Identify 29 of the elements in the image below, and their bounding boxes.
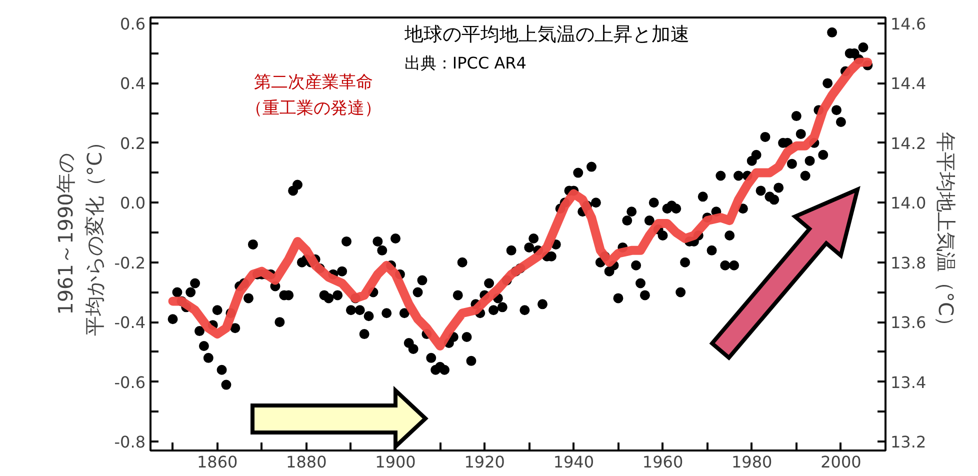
x-tick-label: 2000 [820,452,862,472]
y-tick-label: 0.4 [120,74,146,94]
y-tick-label: -0.6 [114,372,146,392]
y-tick-label: -0.2 [114,253,146,272]
x-tick-label: 1900 [375,452,416,472]
y2-tick-label: 14.0 [890,194,926,213]
y-tick-label: 0.0 [120,194,146,213]
x-tick-label: 1960 [642,452,684,472]
y2-axis-title: 年平均地上気温（°C） [934,132,958,336]
x-tick-label: 1920 [464,452,505,472]
x-tick-label: 1940 [553,452,594,472]
y-tick-label: 0.6 [120,14,146,34]
annotation: 第二次産業革命（重工業の発達） [246,72,382,118]
x-tick-label: 1980 [732,452,772,472]
y2-tick-label: 13.6 [890,313,926,332]
y-axis-title: 1961～1990年の平均からの変化（°C） [53,132,106,336]
text: 出典：IPCC AR4 [404,53,526,72]
y2-tick-label: 14.6 [890,14,926,34]
y-tick-label: -0.4 [114,313,146,332]
x-tick-label: 1880 [286,452,327,472]
y2-tick-label: 13.2 [890,432,926,452]
y-tick-label: 0.2 [120,134,146,153]
y2-tick-label: 13.4 [890,372,926,392]
x-tick-label: 1860 [196,452,238,472]
y2-tick-label: 14.4 [890,74,926,94]
y2-tick-label: 13.8 [890,253,926,272]
chart-title: 地球の平均地上気温の上昇と加速 [403,23,690,46]
y2-tick-label: 14.2 [890,134,926,153]
y-tick-label: -0.8 [114,432,146,452]
